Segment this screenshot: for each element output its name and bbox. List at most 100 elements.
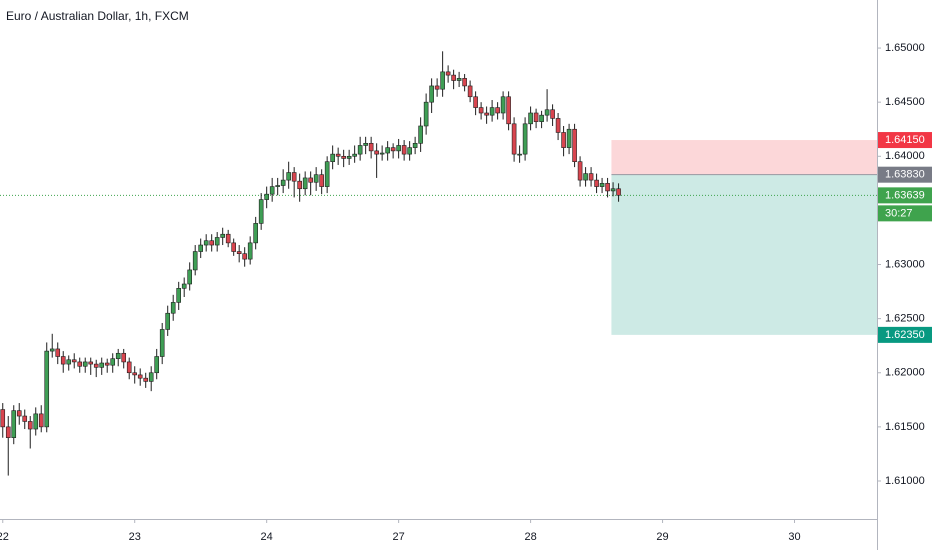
candle-body xyxy=(588,173,594,181)
candle-body xyxy=(93,363,99,368)
candle-body xyxy=(247,242,253,260)
last-price-label: 1.63639 xyxy=(885,189,925,201)
candle-body xyxy=(126,361,132,374)
y-tick-label: 1.63000 xyxy=(885,258,925,270)
candle-body xyxy=(253,223,258,244)
candle-body xyxy=(412,142,418,148)
candle-body xyxy=(583,173,588,181)
x-tick-label: 29 xyxy=(656,531,668,543)
candle-body xyxy=(434,85,440,90)
candle-body xyxy=(335,153,341,157)
candle-body xyxy=(561,132,566,148)
candle-body xyxy=(88,361,94,365)
candle-body xyxy=(115,352,121,359)
candle-body xyxy=(379,152,385,155)
candle-body xyxy=(390,147,396,152)
candle-body xyxy=(38,413,44,428)
candle-body xyxy=(5,426,11,438)
candle-body xyxy=(357,145,363,155)
candle-body xyxy=(165,312,171,330)
x-tick-label: 23 xyxy=(129,531,141,543)
candle-body xyxy=(511,123,517,155)
candle-body xyxy=(302,177,308,190)
x-tick-label: 28 xyxy=(524,531,536,543)
candle-body xyxy=(242,253,247,260)
candle-body xyxy=(528,112,533,125)
candle-body xyxy=(132,372,138,376)
candle-body xyxy=(137,374,143,379)
candle-body xyxy=(495,107,500,114)
y-tick-label: 1.64000 xyxy=(885,150,925,162)
candle-body xyxy=(396,145,401,152)
candle-body xyxy=(418,125,423,144)
candle-body xyxy=(231,242,236,252)
candle-body xyxy=(445,71,451,76)
candle-body xyxy=(176,288,181,303)
x-tick-label: 24 xyxy=(261,531,273,543)
countdown-box xyxy=(878,205,932,222)
y-tick-label: 1.64500 xyxy=(885,96,925,108)
candle-body xyxy=(297,180,302,190)
candle-body xyxy=(544,109,550,116)
plot xyxy=(0,51,877,476)
candle-body xyxy=(170,302,176,314)
candle-body xyxy=(341,155,346,159)
candle-body xyxy=(539,114,544,122)
target-zone xyxy=(611,174,877,335)
candle-body xyxy=(467,85,473,98)
stop-label: 1.64150 xyxy=(885,134,925,146)
entry-box xyxy=(878,166,932,183)
candle-body xyxy=(324,161,330,187)
candle-body xyxy=(214,237,220,246)
candle-body xyxy=(22,415,28,422)
candle-body xyxy=(203,240,209,246)
candle-body xyxy=(269,186,275,195)
candle-body xyxy=(368,142,374,152)
candle-body xyxy=(121,352,127,363)
candle-body xyxy=(616,188,621,196)
candle-body xyxy=(522,123,528,155)
candle-body xyxy=(566,128,572,148)
candle-body xyxy=(407,147,412,155)
x-tick-label: 22 xyxy=(0,531,9,543)
candle-body xyxy=(555,118,561,133)
candle-body xyxy=(275,185,280,187)
candle-body xyxy=(258,199,264,224)
candle-body xyxy=(209,240,214,246)
y-tick-label: 1.62500 xyxy=(885,313,925,325)
target-label: 1.62350 xyxy=(885,329,925,341)
candle-body xyxy=(456,78,462,81)
candle-body xyxy=(27,421,33,430)
candle-body xyxy=(577,161,583,181)
candle-body xyxy=(44,350,50,428)
candle-body xyxy=(280,179,286,186)
candle-body xyxy=(363,142,368,146)
candle-body xyxy=(423,101,429,127)
candle-body xyxy=(605,183,610,192)
candle-body xyxy=(159,329,165,357)
candle-body xyxy=(401,145,407,155)
candle-body xyxy=(440,71,445,90)
candle-body xyxy=(220,233,225,238)
x-tick-label: 27 xyxy=(393,531,405,543)
candle-body xyxy=(286,172,291,181)
candle-body xyxy=(49,348,55,352)
candle-body xyxy=(385,147,390,154)
candle-body xyxy=(55,348,61,357)
countdown-label: 30:27 xyxy=(885,207,913,219)
candle-body xyxy=(517,153,522,156)
candle-body xyxy=(484,112,489,116)
candle-body xyxy=(319,174,324,187)
candle-body xyxy=(148,372,154,382)
candle-body xyxy=(462,78,467,87)
candle-body xyxy=(192,251,198,271)
candle-body xyxy=(291,172,297,182)
candle-body xyxy=(143,377,149,382)
candle-body xyxy=(308,177,313,183)
y-tick-label: 1.62000 xyxy=(885,367,925,379)
candle-body xyxy=(478,107,484,114)
entry-label: 1.63830 xyxy=(885,169,925,181)
candle-body xyxy=(99,362,105,368)
x-tick-label: 30 xyxy=(788,531,800,543)
